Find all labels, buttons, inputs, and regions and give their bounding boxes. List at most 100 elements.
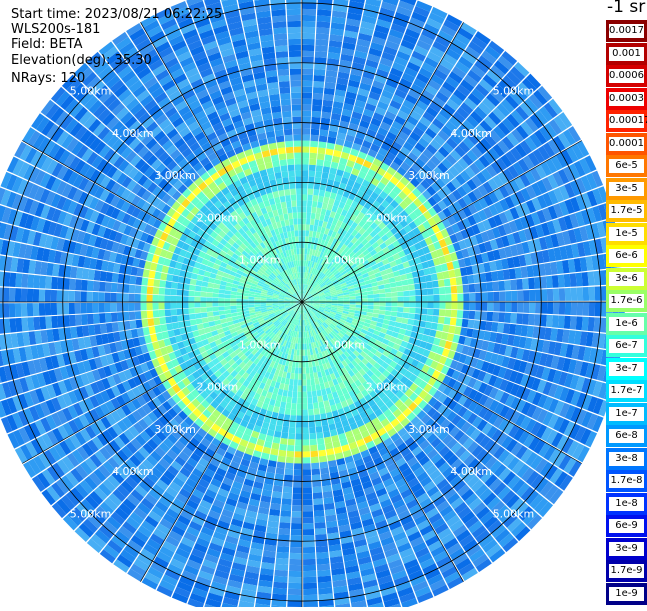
ppi-gate-cell <box>117 283 124 292</box>
ppi-gate-cell <box>21 303 27 317</box>
ppi-gate-cell <box>522 314 529 325</box>
ppi-gate-cell <box>385 311 391 316</box>
ppi-gate-cell <box>219 310 225 315</box>
ppi-gate-cell <box>152 303 158 310</box>
ppi-gate-cell <box>311 207 316 214</box>
ppi-gate-cell <box>299 350 302 356</box>
ppi-gate-cell <box>308 403 314 409</box>
ppi-gate-cell <box>314 378 319 385</box>
ppi-gate-cell <box>87 280 94 291</box>
ppi-gate-cell <box>225 310 231 314</box>
ppi-gate-cell <box>158 303 164 310</box>
ppi-gate-cell <box>303 457 311 463</box>
ppi-gate-cell <box>135 294 141 302</box>
ppi-gate-cell <box>311 129 320 136</box>
ppi-gate-cell <box>303 589 317 595</box>
ppi-gate-cell <box>305 236 308 242</box>
ppi-gate-cell <box>303 487 312 493</box>
ppi-gate-cell <box>310 445 318 452</box>
ppi-gate-cell <box>332 300 338 302</box>
ppi-gate-cell <box>177 289 183 295</box>
ppi-gate-cell <box>356 305 362 308</box>
ppi-gate-cell <box>504 313 511 323</box>
ppi-gate-cell <box>212 298 218 302</box>
ppi-gate-cell <box>312 111 322 118</box>
ppi-gate-cell <box>81 303 87 314</box>
ppi-gate-cell <box>303 529 314 535</box>
ppi-gate-cell <box>302 117 311 123</box>
ppi-gate-cell <box>295 367 299 373</box>
ppi-gate-cell <box>302 123 311 129</box>
ppi-gate-cell <box>407 278 414 284</box>
ppi-gate-cell <box>81 291 87 302</box>
ppi-gate-cell <box>194 297 200 302</box>
ppi-gate-cell <box>254 302 260 304</box>
ppi-gate-cell <box>410 302 416 307</box>
ppi-gate-cell <box>421 308 427 314</box>
ppi-gate-cell <box>302 57 314 63</box>
ppi-gate-cell <box>176 296 182 302</box>
ppi-gate-cell <box>248 299 254 302</box>
ppi-gate-cell <box>242 299 248 302</box>
ppi-gate-cell <box>195 286 202 292</box>
ppi-gate-cell <box>302 158 309 164</box>
ppi-gate-cell <box>499 291 505 301</box>
ppi-gate-cell <box>188 302 194 307</box>
ppi-gate-cell <box>309 159 316 165</box>
ppi-gate-cell <box>379 310 385 315</box>
ppi-gate-cell <box>224 294 230 298</box>
ppi-gate-cell <box>317 396 323 403</box>
ppi-gate-cell <box>159 288 165 295</box>
ppi-gate-cell <box>290 535 302 541</box>
ppi-gate-cell <box>111 283 118 293</box>
ppi-gate-cell <box>318 196 324 203</box>
ppi-gate-cell <box>302 356 305 362</box>
ppi-gate-cell <box>291 517 302 523</box>
ppi-gate-cell <box>302 9 316 15</box>
ppi-gate-cell <box>322 425 329 432</box>
ppi-gate-cell <box>445 302 451 309</box>
ppi-gate-cell <box>93 313 100 323</box>
ppi-gate-cell <box>146 295 152 302</box>
ppi-gate-cell <box>176 303 182 309</box>
ppi-gate-cell <box>275 400 281 407</box>
ppi-gate-cell <box>281 396 287 403</box>
ppi-gate-cell <box>302 63 314 69</box>
ppi-gate-cell <box>316 33 329 40</box>
ppi-gate-cell <box>147 318 154 326</box>
ppi-gate-cell <box>206 297 212 302</box>
ppi-gate-cell <box>282 498 292 505</box>
ppi-gate-cell <box>409 290 415 296</box>
ppi-gate-cell <box>302 415 308 421</box>
ppi-gate-cell <box>282 426 289 433</box>
ppi-gate-cell <box>292 511 302 517</box>
ppi-gate-cell <box>105 282 112 292</box>
ppi-gate-cell <box>273 485 283 492</box>
ppi-gate-cell <box>147 278 154 286</box>
ppi-gate-cell <box>303 553 315 559</box>
ppi-gate-cell <box>314 75 325 82</box>
ppi-gate-cell <box>165 281 172 288</box>
ppi-gate-cell <box>409 308 415 314</box>
ppi-gate-cell <box>303 583 317 589</box>
ppi-gate-cell <box>288 385 293 391</box>
ppi-gate-cell <box>374 298 380 302</box>
ppi-gate-cell <box>206 307 212 312</box>
ppi-gate-cell <box>384 315 391 320</box>
ppi-gate-cell <box>303 517 314 523</box>
ppi-gate-cell <box>292 361 296 367</box>
ppi-gate-cell <box>9 318 16 332</box>
ppi-gate-cell <box>386 297 392 301</box>
ppi-gate-cell <box>284 384 289 391</box>
ppi-gate-cell <box>475 293 481 302</box>
ppi-gate-cell <box>445 286 452 294</box>
ppi-gate-cell <box>313 402 319 409</box>
ppi-gate-cell <box>491 271 498 281</box>
ppi-gate-cell <box>373 294 379 298</box>
ppi-gate-cell <box>289 559 302 565</box>
ppi-gate-cell <box>321 112 331 119</box>
ppi-gate-cell <box>99 292 105 302</box>
ppi-gate-cell <box>129 285 136 294</box>
ppi-gate-cell <box>302 152 309 158</box>
ppi-gate-cell <box>302 194 307 200</box>
